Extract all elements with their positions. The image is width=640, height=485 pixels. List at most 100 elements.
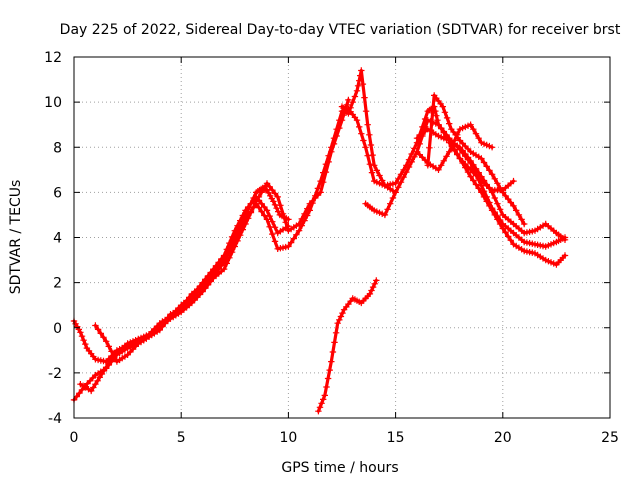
data-point-marker (470, 177, 477, 184)
y-tick-label: -4 (48, 411, 62, 427)
x-tick-label: 10 (279, 430, 297, 446)
data-point-marker (400, 173, 407, 181)
data-point-marker (446, 139, 453, 146)
x-tick-label: 15 (387, 430, 405, 446)
data-point-marker (103, 364, 110, 371)
series-line (316, 278, 378, 413)
data-point-marker (242, 220, 249, 228)
data-point-marker (223, 260, 230, 267)
data-point-marker (298, 215, 305, 223)
data-point-marker (100, 367, 108, 374)
data-point-marker (467, 173, 474, 180)
data-point-marker (343, 101, 350, 109)
data-point-marker (269, 218, 276, 225)
y-tick-label: -2 (48, 366, 62, 382)
data-point-marker (273, 205, 280, 212)
series-markers (446, 139, 517, 194)
data-point-marker (226, 239, 233, 247)
data-point-marker (395, 175, 402, 182)
data-point-marker (323, 383, 330, 391)
data-point-marker (491, 208, 498, 216)
data-point-marker (220, 256, 228, 264)
data-point-marker (467, 121, 474, 128)
data-point-marker (491, 175, 498, 182)
data-point-marker (263, 180, 271, 187)
data-point-marker (255, 193, 263, 201)
data-point-marker (258, 200, 265, 207)
data-point-marker (340, 111, 347, 119)
data-point-marker (443, 114, 451, 122)
data-point-marker (261, 184, 268, 192)
data-point-marker (242, 207, 249, 214)
data-point-marker (258, 208, 265, 215)
data-point-marker (353, 87, 361, 94)
data-point-marker (366, 161, 374, 168)
data-point-marker (496, 216, 504, 224)
data-point-marker (451, 147, 458, 154)
data-point-marker (405, 163, 413, 171)
data-point-marker (486, 167, 493, 174)
series-sat-f (338, 67, 569, 268)
data-point-marker (183, 297, 190, 304)
data-point-marker (496, 206, 504, 213)
data-point-marker (494, 200, 501, 207)
data-point-marker (446, 148, 453, 155)
series-markers (92, 96, 352, 365)
data-point-marker (318, 400, 325, 407)
data-point-marker (76, 390, 83, 397)
data-point-marker (389, 194, 397, 202)
data-point-marker (367, 141, 375, 149)
tick-label-layer: 0 5 10 15 20 25 -4 -2 0 2 4 6 8 10 12 (44, 50, 619, 446)
data-point-marker (261, 212, 268, 219)
x-tick-label: 5 (177, 430, 186, 446)
data-point-marker (285, 243, 292, 250)
data-point-marker (207, 278, 214, 285)
data-point-marker (510, 202, 517, 210)
data-point-marker (78, 386, 86, 393)
data-point-marker (358, 67, 365, 74)
data-point-marker (77, 329, 84, 336)
data-point-marker (507, 237, 514, 244)
data-point-marker (215, 263, 222, 270)
data-point-marker (371, 280, 378, 287)
data-point-marker (337, 313, 345, 320)
y-tick-label: 4 (53, 231, 62, 247)
data-point-marker (369, 151, 376, 159)
data-point-marker (237, 217, 244, 224)
data-point-marker (454, 131, 461, 138)
series-sat-i (424, 92, 528, 228)
data-point-marker (494, 180, 501, 187)
data-point-marker (448, 143, 456, 150)
data-point-marker (261, 203, 268, 211)
y-axis-label: SDTVAR / TECUs (8, 180, 24, 295)
data-point-marker (518, 216, 525, 223)
y-tick-label: 2 (53, 276, 62, 292)
data-point-marker (403, 168, 410, 176)
data-point-marker (359, 80, 367, 88)
data-point-marker (321, 392, 328, 399)
series-line (340, 68, 567, 267)
x-axis-label: GPS time / hours (281, 460, 398, 476)
y-tick-label: 10 (44, 95, 62, 111)
data-point-marker (320, 396, 327, 403)
data-point-marker (279, 210, 287, 217)
data-point-marker (462, 150, 469, 158)
data-point-marker (269, 186, 276, 194)
data-point-marker (331, 339, 338, 346)
data-point-marker (333, 132, 340, 140)
data-point-marker (271, 238, 279, 245)
data-point-marker (360, 137, 367, 144)
data-point-marker (488, 171, 496, 178)
data-point-marker (561, 236, 569, 243)
data-point-marker (336, 124, 343, 132)
data-point-marker (322, 168, 330, 176)
data-point-marker (271, 224, 279, 231)
data-point-marker (488, 144, 496, 151)
data-point-marker (332, 329, 340, 336)
data-point-marker (103, 338, 110, 345)
series-markers (413, 121, 496, 173)
data-point-marker (379, 177, 386, 184)
data-point-marker (507, 199, 514, 206)
data-point-marker (287, 239, 295, 246)
data-point-marker (361, 94, 368, 101)
